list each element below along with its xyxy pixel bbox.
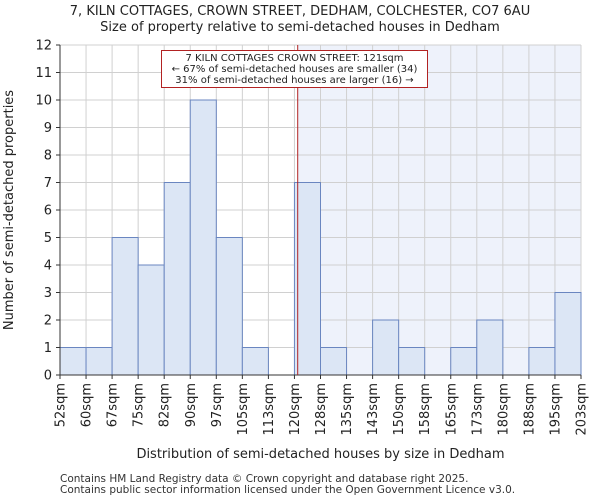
x-tick-label: 97sqm — [210, 383, 225, 427]
x-tick-label: 180sqm — [496, 383, 511, 436]
property-annotation-box: 7 KILN COTTAGES CROWN STREET: 121sqm ← 6… — [161, 50, 428, 88]
x-tick-label: 188sqm — [522, 383, 537, 436]
y-tick-label: 8 — [44, 149, 52, 164]
y-tick-label: 11 — [35, 66, 52, 81]
x-tick-label: 128sqm — [314, 383, 329, 436]
y-tick-label: 10 — [35, 94, 52, 109]
histogram-bar — [450, 347, 478, 376]
histogram-bar — [398, 347, 426, 376]
footer-copyright: Contains HM Land Registry data © Crown c… — [60, 473, 469, 485]
annotation-line-larger: 31% of semi-detached houses are larger (… — [175, 75, 414, 86]
y-tick-label: 4 — [44, 259, 52, 274]
histogram-bar — [85, 347, 113, 376]
y-tick-label: 5 — [44, 231, 52, 246]
y-tick-label: 0 — [44, 369, 52, 384]
x-axis-label: Distribution of semi-detached houses by … — [136, 447, 504, 462]
histogram-bar — [293, 182, 322, 376]
x-tick-label: 60sqm — [80, 383, 95, 427]
y-tick-label: 2 — [44, 314, 52, 329]
histogram-bar — [59, 347, 87, 376]
x-tick-label: 75sqm — [132, 383, 147, 427]
x-tick-label: 52sqm — [54, 383, 69, 427]
y-tick-label: 6 — [44, 204, 52, 219]
x-tick-label: 135sqm — [340, 383, 355, 436]
y-tick-label: 3 — [44, 286, 52, 301]
x-tick-label: 195sqm — [548, 383, 563, 436]
histogram-bar — [111, 237, 139, 376]
y-tick-label: 12 — [35, 39, 52, 54]
x-tick-label: 143sqm — [366, 383, 381, 436]
chart-title: 7, KILN COTTAGES, CROWN STREET, DEDHAM, … — [69, 4, 531, 19]
y-axis-label: Number of semi-detached properties — [2, 90, 17, 330]
histogram-bar — [137, 264, 165, 376]
histogram-bar — [189, 99, 217, 376]
x-tick-label: 113sqm — [262, 383, 277, 436]
x-tick-label: 165sqm — [444, 383, 459, 436]
annotation-line-smaller: ← 67% of semi-detached houses are smalle… — [171, 64, 418, 75]
x-tick-label: 82sqm — [158, 383, 173, 427]
histogram-bar — [241, 347, 269, 376]
x-tick-label: 158sqm — [418, 383, 433, 436]
x-tick-label: 173sqm — [470, 383, 485, 436]
y-tick-label: 9 — [44, 121, 52, 136]
x-tick-label: 67sqm — [106, 383, 121, 427]
x-tick-label: 203sqm — [575, 383, 590, 436]
chart-subtitle: Size of property relative to semi-detach… — [100, 20, 500, 35]
histogram-bar — [554, 292, 582, 376]
histogram-bar — [528, 347, 556, 376]
annotation-line-property: 7 KILN COTTAGES CROWN STREET: 121sqm — [185, 53, 404, 64]
x-tick-label: 150sqm — [392, 383, 407, 436]
y-tick-label: 1 — [44, 341, 52, 356]
histogram-bar — [215, 237, 243, 376]
footer-licence: Contains public sector information licen… — [60, 484, 516, 496]
histogram-bar — [320, 347, 348, 376]
x-tick-label: 90sqm — [184, 383, 199, 427]
y-tick-label: 7 — [44, 176, 52, 191]
histogram-bar — [372, 319, 400, 376]
histogram-bar — [163, 182, 191, 376]
histogram-bar — [476, 319, 504, 376]
x-tick-label: 105sqm — [236, 383, 251, 436]
x-tick-label: 120sqm — [288, 383, 303, 436]
